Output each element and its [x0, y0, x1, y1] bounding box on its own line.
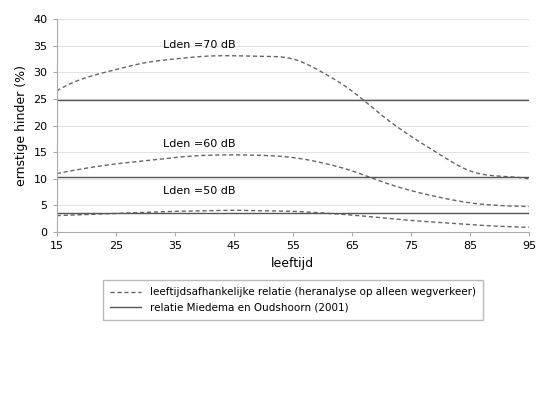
Text: Lden =50 dB: Lden =50 dB — [163, 186, 235, 196]
Text: Lden =70 dB: Lden =70 dB — [163, 40, 236, 50]
Legend: leeftijdsafhankelijke relatie (heranalyse op alleen wegverkeer), relatie Miedema: leeftijdsafhankelijke relatie (heranalys… — [102, 280, 483, 320]
Y-axis label: ernstige hinder (%): ernstige hinder (%) — [15, 65, 28, 186]
Text: Lden =60 dB: Lden =60 dB — [163, 139, 235, 149]
X-axis label: leeftijd: leeftijd — [271, 257, 315, 270]
